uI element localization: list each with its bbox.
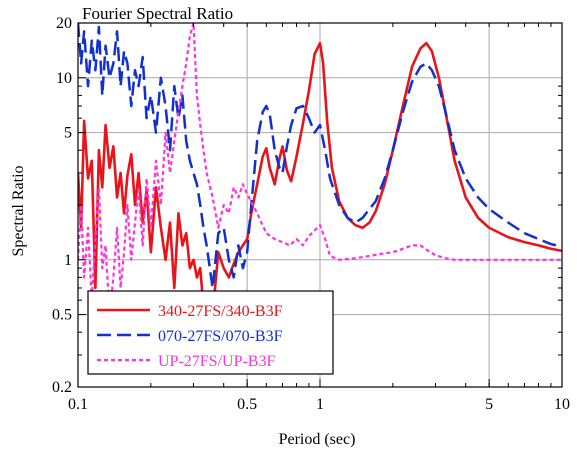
legend-label-2: 070-27FS/070-B3F bbox=[158, 328, 283, 345]
x-tick-label: 0.1 bbox=[68, 396, 88, 413]
y-tick-label: 1 bbox=[64, 252, 72, 269]
x-axis-label: Period (sec) bbox=[279, 431, 356, 448]
x-tick-label: 10 bbox=[554, 396, 570, 413]
series-lines bbox=[78, 23, 562, 371]
y-axis-label: Spectral Ratio bbox=[10, 165, 27, 256]
x-tick-label: 0.5 bbox=[237, 396, 257, 413]
y-tick-label: 10 bbox=[56, 70, 72, 87]
series-line-3 bbox=[78, 23, 562, 316]
chart-title: Fourier Spectral Ratio bbox=[82, 4, 233, 23]
x-tick-label: 5 bbox=[485, 396, 493, 413]
legend-label-3: UP-27FS/UP-B3F bbox=[158, 353, 275, 370]
y-tick-label: 0.2 bbox=[52, 379, 72, 396]
legend: 340-27FS/340-B3F 070-27FS/070-B3F UP-27FS/… bbox=[87, 290, 334, 375]
y-tick-label: 0.5 bbox=[52, 307, 72, 324]
y-tick-label: 5 bbox=[64, 125, 72, 142]
series-line-1 bbox=[78, 41, 562, 371]
legend-label-1: 340-27FS/340-B3F bbox=[158, 303, 283, 320]
series-line-2 bbox=[78, 23, 562, 290]
x-tick-label: 1 bbox=[316, 396, 324, 413]
axis-ticks: 0.1 0.5 1 5 10 0.2 0.5 1 5 10 20 bbox=[52, 15, 570, 413]
y-tick-label: 20 bbox=[56, 15, 72, 32]
